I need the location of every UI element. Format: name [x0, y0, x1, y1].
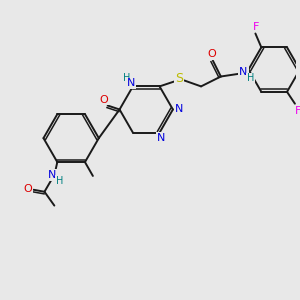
Text: H: H: [247, 74, 254, 83]
Text: N: N: [158, 133, 166, 142]
Text: O: O: [208, 49, 216, 59]
Text: F: F: [253, 22, 260, 32]
Text: F: F: [295, 106, 300, 116]
Text: N: N: [239, 67, 248, 76]
Text: N: N: [48, 170, 57, 180]
Text: N: N: [175, 104, 183, 115]
Text: N: N: [127, 78, 135, 88]
Text: O: O: [23, 184, 32, 194]
Text: H: H: [123, 74, 130, 83]
Text: O: O: [99, 94, 108, 105]
Text: S: S: [175, 72, 183, 85]
Text: H: H: [56, 176, 63, 186]
